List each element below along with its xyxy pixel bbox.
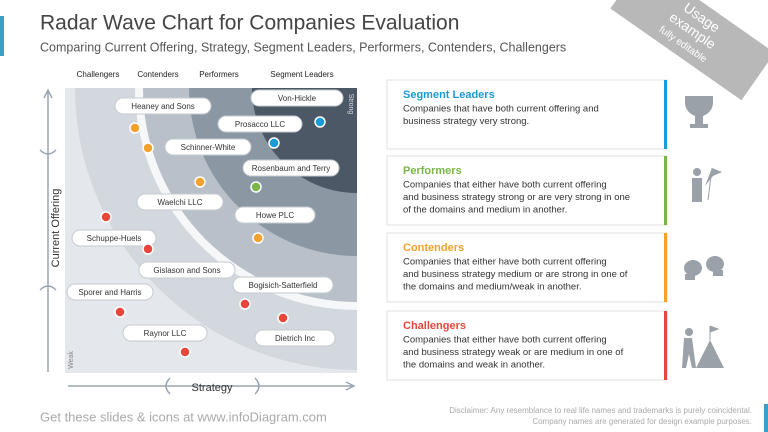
company-name: Von-Hickle [278,94,317,103]
legend-box [386,155,668,226]
company-dot [142,243,154,255]
icons [682,96,724,368]
strong-label: Strong [347,94,354,115]
company-name: Waelchi LLC [157,198,202,207]
y-axis-label: Current Offering [50,189,62,268]
legend-bar [664,233,667,302]
legend-text: Companies that either have both current … [403,335,607,346]
legend-box [386,310,668,381]
disclaimer: Company names are generated for design e… [532,417,752,426]
company: Von-Hickle [250,89,344,128]
legend-text: the domains and medium/weak in another. [403,282,582,293]
company: Sporer and Harris [66,283,154,318]
legend-text: Companies that either have both current … [403,180,607,191]
company-dot [194,176,206,188]
company-pill [138,261,236,279]
legend-title: Performers [403,165,462,177]
legend-text: of the domains and medium in another. [403,205,567,216]
company-pill [217,115,303,133]
segment-label: Challengers [77,70,120,79]
company-pill [232,276,334,294]
weak-label: Weak [68,351,75,369]
company: Bogisich-Satterfield [232,276,334,310]
company-pill [164,138,252,156]
segment-label: Contenders [137,70,178,79]
legend-text: business strategy very strong. [403,116,529,127]
legend-item: Challengers Companies that either have bo… [386,310,668,381]
company-name: Dietrich Inc [275,334,315,343]
legend-text: and business strategy medium or are stro… [403,269,628,280]
company-dot [277,312,289,324]
company-pill [114,97,212,115]
company: Rosenbaum and Terry [242,159,340,193]
company-dot [252,232,264,244]
legend-text: and business strategy strong or are very… [403,192,630,203]
company-name: Sporer and Harris [78,288,141,297]
title: Radar Wave Chart for Companies Evaluatio… [40,12,459,35]
company: Gislason and Sons [138,243,236,279]
company-name: Gislason and Sons [153,266,220,275]
company-pill [66,283,154,301]
company-dot [314,116,326,128]
company-name: Schinner-White [181,143,236,152]
company-name: Bogisich-Satterfield [249,281,318,290]
brand: Get these slides & icons at www.infoDiag… [40,409,327,424]
company-pill [71,229,157,247]
company-pill [250,89,344,107]
accent [0,16,4,56]
company: Schuppe-Huels [71,211,157,247]
company-name: Raynor LLC [144,329,187,338]
legend-text: the domains and weak in another. [403,360,545,371]
legend-box [386,232,668,303]
legend-text: and business strategy weak or are medium… [403,347,624,358]
segment-labels: Challengers Contenders Performers Segment L… [77,70,334,79]
company-pill [136,193,224,211]
company: Waelchi LLC [136,176,224,211]
legend-box [386,79,668,150]
company-dot [114,306,126,318]
legend-item: Performers Companies that either have bot… [386,155,668,226]
company: Dietrich Inc [254,312,336,347]
segment-label: Segment Leaders [270,70,333,79]
company: Schinner-White [142,138,252,156]
legend-bar [664,156,667,225]
company-dot [100,211,112,223]
legend-text: Companies that either have both current … [403,257,607,268]
company-dot [239,298,251,310]
legend-title: Challengers [403,320,466,332]
company-name: Heaney and Sons [131,102,195,111]
company: Raynor LLC [122,324,208,358]
company-name: Prosacco LLC [235,120,285,129]
company-dot [129,122,141,134]
company-pill [242,159,340,177]
legend-title: Contenders [403,242,464,254]
legend-bar [664,311,667,380]
company-name: Rosenbaum and Terry [252,164,331,173]
company: Howe PLC [234,206,316,244]
legend-bar [664,80,667,149]
axes [39,88,356,395]
company-dot [142,142,154,154]
company: Heaney and Sons [114,97,212,134]
company-dot [268,137,280,149]
subtitle: Comparing Current Offering, Strategy, Se… [40,40,566,54]
badge: Usage example fully editable [610,0,768,101]
company-name: Howe PLC [256,211,294,220]
legend-item: Segment Leaders Companies that have both … [386,79,668,150]
x-axis-label: Strategy [192,382,233,394]
company-pill [254,329,336,347]
company-dot [250,181,262,193]
legend-title: Segment Leaders [403,89,495,101]
disclaimer: Disclaimer: Any resemblance to real life… [449,406,752,415]
accent [764,404,768,432]
company-dot [179,346,191,358]
legend-text: Companies that have both current offerin… [403,104,599,115]
company-pill [122,324,208,342]
legend-item: Contenders Companies that either have bot… [386,232,668,303]
company-name: Schuppe-Huels [87,234,142,243]
company: Prosacco LLC [217,115,303,149]
company-pill [234,206,316,224]
segment-label: Performers [199,70,239,79]
